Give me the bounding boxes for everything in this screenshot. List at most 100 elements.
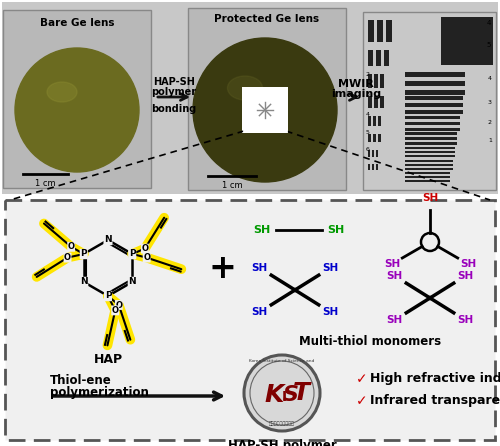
Ellipse shape xyxy=(47,82,77,102)
Text: ✓: ✓ xyxy=(356,394,368,408)
Text: SH: SH xyxy=(328,225,344,235)
FancyBboxPatch shape xyxy=(363,12,496,190)
FancyBboxPatch shape xyxy=(368,74,372,88)
Text: 3: 3 xyxy=(366,92,370,97)
FancyBboxPatch shape xyxy=(368,164,370,170)
FancyBboxPatch shape xyxy=(188,8,346,190)
Text: K: K xyxy=(264,383,283,407)
Text: 1 cm: 1 cm xyxy=(34,179,56,188)
FancyBboxPatch shape xyxy=(405,132,457,135)
Text: N: N xyxy=(128,277,136,286)
FancyBboxPatch shape xyxy=(244,89,286,131)
FancyBboxPatch shape xyxy=(368,134,371,142)
FancyBboxPatch shape xyxy=(405,142,457,145)
FancyBboxPatch shape xyxy=(373,134,376,142)
FancyBboxPatch shape xyxy=(405,81,465,86)
FancyBboxPatch shape xyxy=(373,116,376,126)
FancyBboxPatch shape xyxy=(405,96,463,100)
FancyBboxPatch shape xyxy=(377,20,383,42)
FancyBboxPatch shape xyxy=(405,72,465,77)
Text: 1: 1 xyxy=(488,138,492,143)
FancyBboxPatch shape xyxy=(378,134,381,142)
FancyBboxPatch shape xyxy=(376,150,378,157)
Text: O: O xyxy=(64,253,71,262)
Text: SH: SH xyxy=(384,259,400,269)
Text: HAP-SH polymer: HAP-SH polymer xyxy=(228,439,336,446)
FancyBboxPatch shape xyxy=(405,151,455,153)
FancyBboxPatch shape xyxy=(386,20,392,42)
Text: I: I xyxy=(282,390,286,404)
FancyBboxPatch shape xyxy=(368,96,372,108)
FancyBboxPatch shape xyxy=(405,103,463,107)
Text: SH: SH xyxy=(252,307,268,317)
Text: Infrared transparent: Infrared transparent xyxy=(370,394,500,407)
Text: SH: SH xyxy=(422,193,438,203)
FancyBboxPatch shape xyxy=(372,150,374,157)
FancyBboxPatch shape xyxy=(405,176,450,178)
Text: Thiol-ene: Thiol-ene xyxy=(50,374,112,387)
FancyBboxPatch shape xyxy=(405,160,453,162)
FancyBboxPatch shape xyxy=(405,90,465,95)
Text: 4: 4 xyxy=(486,20,491,26)
Text: +: + xyxy=(208,252,236,285)
FancyBboxPatch shape xyxy=(3,10,151,188)
Text: O: O xyxy=(142,244,148,253)
Circle shape xyxy=(244,355,320,431)
FancyBboxPatch shape xyxy=(374,96,378,108)
Text: polymer: polymer xyxy=(152,87,196,97)
Text: polymerization: polymerization xyxy=(50,386,149,399)
Text: O: O xyxy=(116,301,122,310)
Text: 6: 6 xyxy=(366,147,370,152)
Ellipse shape xyxy=(228,76,262,100)
Text: Korea Institute of Science and: Korea Institute of Science and xyxy=(250,359,314,363)
Text: SH: SH xyxy=(460,259,476,269)
FancyBboxPatch shape xyxy=(405,172,450,174)
Text: 3: 3 xyxy=(488,100,492,105)
FancyBboxPatch shape xyxy=(242,87,288,133)
Text: N: N xyxy=(104,235,112,244)
FancyBboxPatch shape xyxy=(441,17,493,65)
FancyBboxPatch shape xyxy=(405,180,450,182)
Circle shape xyxy=(15,48,139,172)
Text: ✓: ✓ xyxy=(356,372,368,386)
Circle shape xyxy=(193,38,337,182)
Text: T: T xyxy=(292,381,310,405)
FancyBboxPatch shape xyxy=(376,50,381,66)
Text: SH: SH xyxy=(252,263,268,273)
Text: P: P xyxy=(129,249,136,259)
Text: 1 cm: 1 cm xyxy=(222,181,242,190)
FancyBboxPatch shape xyxy=(368,50,373,66)
Text: bonding: bonding xyxy=(152,104,196,114)
FancyBboxPatch shape xyxy=(405,110,463,114)
Text: 한국과학기술연구원: 한국과학기술연구원 xyxy=(269,421,295,426)
Text: P: P xyxy=(80,249,87,259)
Text: SH: SH xyxy=(322,263,338,273)
FancyBboxPatch shape xyxy=(372,164,374,170)
FancyBboxPatch shape xyxy=(405,155,455,157)
Text: Protected Ge lens: Protected Ge lens xyxy=(214,14,320,24)
FancyBboxPatch shape xyxy=(368,116,371,126)
FancyBboxPatch shape xyxy=(405,116,460,119)
Text: SH: SH xyxy=(386,271,402,281)
Text: O: O xyxy=(68,242,74,251)
Text: N: N xyxy=(80,277,88,286)
Text: 2: 2 xyxy=(366,72,370,77)
Text: HAP-SH: HAP-SH xyxy=(153,77,195,87)
FancyBboxPatch shape xyxy=(374,74,378,88)
Text: HAP: HAP xyxy=(94,353,122,366)
Text: SH: SH xyxy=(458,271,473,281)
FancyBboxPatch shape xyxy=(405,137,457,140)
Text: 4: 4 xyxy=(366,112,370,117)
Text: 4: 4 xyxy=(488,76,492,81)
Text: Multi-thiol monomers: Multi-thiol monomers xyxy=(299,335,441,348)
FancyBboxPatch shape xyxy=(380,96,384,108)
FancyBboxPatch shape xyxy=(405,122,460,125)
Text: High refractive index: High refractive index xyxy=(370,372,500,385)
FancyBboxPatch shape xyxy=(5,200,495,440)
Text: O: O xyxy=(143,253,150,262)
Text: SH: SH xyxy=(386,315,402,325)
FancyBboxPatch shape xyxy=(368,150,370,157)
FancyBboxPatch shape xyxy=(2,2,498,194)
Text: 2: 2 xyxy=(488,120,492,125)
FancyBboxPatch shape xyxy=(405,164,453,166)
